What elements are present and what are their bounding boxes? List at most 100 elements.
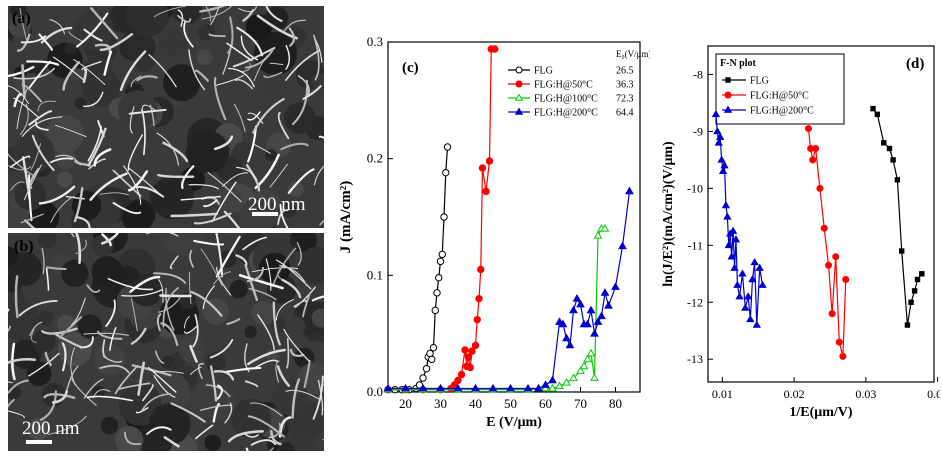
sem-flake-edge [75,233,82,265]
sem-flake-edge [13,92,23,108]
sem-flake-edge [190,290,223,317]
sem-flake-edge [213,370,235,381]
series-FLG:H@200°C [383,186,634,392]
data-point [488,383,498,392]
sem-flake-edge [93,148,112,167]
panel-label-d: (d) [906,56,924,72]
data-point [442,168,450,177]
sem-flake-edge [45,267,50,291]
sem-shadow [8,15,31,38]
sem-flake-edge [86,284,101,293]
sem-shadow [244,325,257,339]
sem-flake-edge [147,366,177,393]
data-point [572,293,582,302]
sem-flake-edge [121,288,163,297]
scale-bar-a [252,212,278,216]
sem-shadow [130,274,163,307]
sem-flake-edge [190,366,202,375]
data-point [436,383,445,392]
sem-flake-edge [124,431,141,446]
sem-flake-edge [118,382,151,390]
sem-flake-edge [223,210,241,228]
sem-flake-edge [54,124,87,138]
sem-shadow [126,6,169,37]
sem-flake-edge [209,339,234,359]
sem-flake-edge [209,365,218,402]
sem-flake-edge [269,163,288,188]
data-point [820,224,828,232]
sem-shadow [38,310,54,326]
sem-flake-edge [293,299,307,308]
sem-flake-edge [170,402,206,423]
sem-flake-edge [275,299,294,321]
sem-flake-edge [275,259,312,290]
plot-frame [707,45,935,383]
sem-flake-edge [136,75,158,82]
sem-shadow [231,398,272,439]
data-point [919,271,925,277]
legend-title: F-N plot [720,58,757,69]
sem-shadow [186,130,229,174]
sem-shadow [287,181,304,197]
sem-flake-edge [45,266,67,271]
sem-flake-edge [280,142,309,151]
data-point [436,257,445,266]
data-point [422,364,431,373]
sem-flake-edge [127,134,143,171]
sem-flake-edge [102,355,123,363]
sem-flake-edge [11,342,16,381]
sem-flake-edge [39,390,58,421]
sem-flake-edge [195,424,214,440]
scale-label-b: 200 nm [22,418,80,439]
data-point [804,125,812,133]
sem-flake-edge [158,279,164,303]
x-tick-label: 0.03 [855,387,876,401]
sem-flake-edge [99,32,134,52]
x-tick-label: 50 [504,396,517,411]
sem-flake-edge [89,172,128,201]
data-point [816,184,824,192]
data-point [825,261,833,269]
sem-flake-edge [193,239,225,246]
sem-flake-edge [49,18,66,35]
data-point [485,157,494,165]
data-point [717,155,726,163]
data-point [828,310,836,318]
sem-flake-edge [20,35,47,44]
sem-flake-edge [27,60,52,90]
sem-flake-edge [26,60,60,66]
sem-flake-edge [268,447,274,451]
sem-flake-edge [238,274,284,290]
sem-shadow [251,300,276,325]
sem-flake-edge [73,187,84,223]
sem-flake-edge [76,216,91,228]
data-point [812,145,820,153]
sem-flake-edge [247,415,285,438]
sem-shadow [161,355,175,369]
sem-flake-edge [20,213,44,224]
sem-flake-edge [303,359,311,389]
sem-flake-edge [183,316,190,329]
series-FLG:H@200°C [711,109,767,328]
sem-flake-edge [188,184,219,190]
legend-label: FLG:H@200°C [750,106,814,117]
sem-flake-edge [257,314,275,351]
sem-flake-edge [277,111,290,140]
sem-flake-edge [146,233,179,237]
data-point [514,93,524,101]
data-point [593,230,603,239]
sem-flake-edge [8,165,32,171]
sem-flake-edge [211,181,237,223]
sem-flake-edge [232,46,276,68]
data-point [569,305,578,314]
data-point [755,263,764,271]
sem-flake-edge [202,285,215,310]
x-axis-label: E (V/μm) [486,415,542,430]
sem-flake-edge [270,429,282,446]
sem-flake-edge [224,402,233,424]
data-point [586,305,596,314]
sem-flake-edge [199,6,226,13]
sem-flake-edge [177,9,184,27]
sem-flake-edge [30,143,42,171]
data-point [435,273,443,282]
